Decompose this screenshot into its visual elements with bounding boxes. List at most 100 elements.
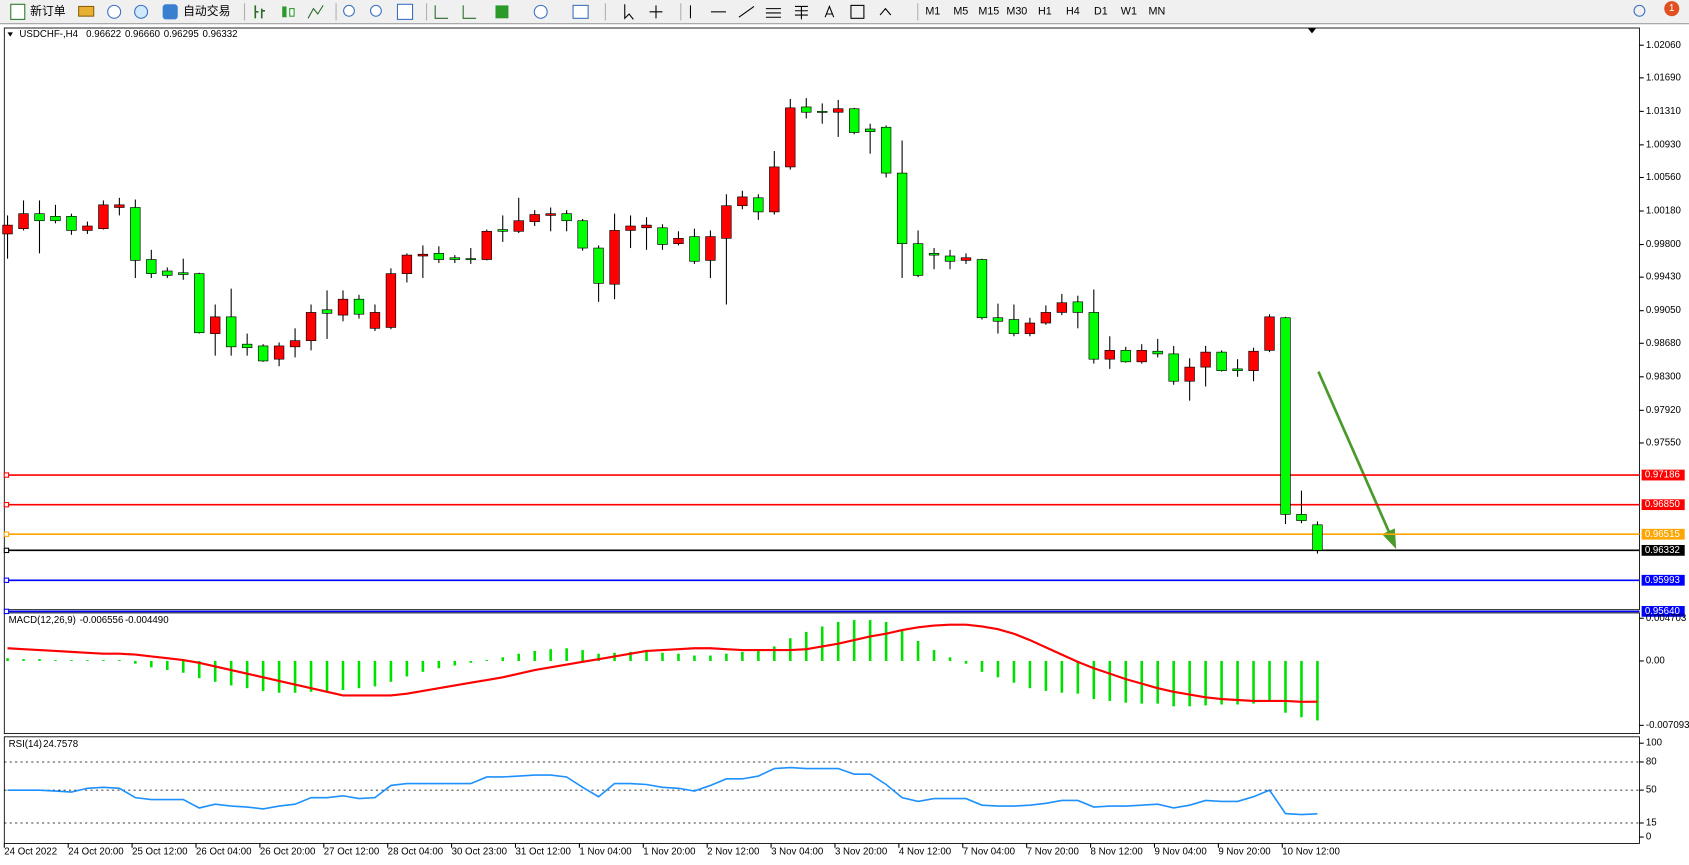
indicators-button[interactable] bbox=[495, 5, 509, 19]
candle-body bbox=[833, 108, 844, 113]
auto-scroll-button[interactable] bbox=[434, 5, 449, 19]
level-price-box bbox=[1641, 469, 1685, 481]
candle-body bbox=[545, 213, 556, 216]
cursor-button[interactable] bbox=[624, 4, 634, 20]
macd-main-value: -0.006556 bbox=[80, 615, 124, 626]
candle-body bbox=[18, 213, 29, 229]
y-tick-label: 1.01690 bbox=[1646, 72, 1682, 83]
macd-bar bbox=[932, 650, 936, 661]
macd-bar bbox=[469, 660, 473, 663]
x-tick-label: 1 Nov 04:00 bbox=[579, 847, 632, 858]
candle-body bbox=[305, 312, 317, 341]
search-button[interactable] bbox=[1633, 4, 1646, 17]
rsi-value: 24.7578 bbox=[43, 739, 78, 750]
candle-body bbox=[82, 225, 93, 231]
candle-body bbox=[880, 126, 892, 174]
zoom-in-button[interactable] bbox=[343, 4, 355, 17]
crosshair-button[interactable] bbox=[649, 5, 663, 19]
macd-bar bbox=[836, 621, 840, 661]
candle-body bbox=[625, 225, 636, 231]
macd-bar bbox=[277, 660, 281, 693]
timeframe-button[interactable]: M15 bbox=[978, 6, 999, 18]
timeframe-button[interactable]: M5 bbox=[953, 6, 968, 18]
macd-bar bbox=[916, 640, 920, 661]
level-anchor bbox=[3, 547, 10, 554]
macd-bar bbox=[741, 651, 744, 661]
macd-bar bbox=[1236, 660, 1239, 705]
tool-icon[interactable] bbox=[107, 4, 122, 19]
macd-bar bbox=[549, 649, 552, 661]
auto-trading-icon[interactable] bbox=[162, 4, 178, 20]
x-tick-label: 7 Nov 04:00 bbox=[963, 847, 1016, 858]
macd-bar bbox=[134, 660, 137, 664]
tool-icon[interactable] bbox=[134, 4, 149, 19]
macd-bar bbox=[1060, 660, 1064, 693]
macd-bar bbox=[1156, 660, 1159, 704]
timeframe-button[interactable]: W1 bbox=[1121, 6, 1137, 18]
templates-button[interactable] bbox=[572, 4, 589, 19]
chart-shift-button[interactable] bbox=[462, 5, 477, 19]
alerts-badge[interactable] bbox=[1664, 1, 1680, 17]
macd-bar bbox=[229, 660, 233, 686]
x-tick-label: 3 Nov 04:00 bbox=[771, 847, 824, 858]
candle-body bbox=[2, 224, 13, 235]
candle-body bbox=[513, 220, 524, 232]
macd-bar bbox=[86, 660, 89, 661]
text-button[interactable] bbox=[824, 5, 835, 18]
y-tick-label: 0.98680 bbox=[1646, 338, 1682, 349]
candle-body bbox=[721, 205, 732, 239]
macd-bar bbox=[421, 660, 425, 672]
macd-bar bbox=[453, 660, 457, 666]
level-price-label: 0.96850 bbox=[1645, 499, 1681, 510]
tile-button[interactable] bbox=[396, 3, 414, 20]
x-tick-label: 3 Nov 20:00 bbox=[835, 847, 888, 858]
candle-body bbox=[1312, 524, 1323, 551]
label-button[interactable] bbox=[850, 4, 865, 19]
tool-icon[interactable] bbox=[78, 5, 95, 17]
candle-body bbox=[1248, 350, 1259, 371]
chart-area: USDCHF-,H4 0.96622 0.96660 0.96295 0.963… bbox=[2, 27, 1689, 858]
new-order-button[interactable]: 新订单 bbox=[30, 4, 66, 18]
candle-chart-button[interactable] bbox=[289, 8, 295, 17]
timeframe-button[interactable]: MN bbox=[1149, 6, 1166, 18]
zoom-out-button[interactable] bbox=[370, 4, 382, 17]
candle-body bbox=[657, 227, 668, 245]
arrows-button[interactable] bbox=[879, 7, 892, 16]
candle-body bbox=[673, 238, 684, 244]
candle-body bbox=[385, 273, 397, 328]
timeframe-button[interactable]: M1 bbox=[925, 6, 940, 18]
candle-body bbox=[98, 204, 109, 229]
macd-bar bbox=[517, 653, 521, 661]
y-tick-label: 0.97920 bbox=[1646, 405, 1682, 416]
macd-bar bbox=[1300, 660, 1303, 718]
timeframe-button[interactable]: D1 bbox=[1094, 6, 1108, 18]
symbol-menu-arrow[interactable] bbox=[7, 32, 13, 37]
periods-button[interactable] bbox=[533, 4, 548, 19]
candle-body bbox=[864, 128, 876, 132]
level-price-label: 0.97186 bbox=[1645, 470, 1680, 481]
timeframe-button[interactable]: H4 bbox=[1066, 6, 1080, 18]
timeframe-button[interactable]: H1 bbox=[1038, 6, 1052, 18]
trendline-button[interactable] bbox=[738, 6, 755, 18]
fibo-button[interactable] bbox=[794, 5, 808, 20]
channel-button[interactable] bbox=[765, 8, 781, 18]
x-tick-label: 7 Nov 20:00 bbox=[1027, 847, 1080, 858]
auto-trading-button[interactable]: 自动交易 bbox=[183, 4, 230, 18]
line-chart-button[interactable] bbox=[307, 5, 324, 19]
macd-bar bbox=[501, 657, 505, 661]
level-anchor bbox=[3, 577, 10, 583]
macd-bar bbox=[884, 621, 888, 661]
candle-chart-button[interactable] bbox=[282, 6, 287, 18]
timeframe-button[interactable]: M30 bbox=[1006, 6, 1027, 18]
macd-bar bbox=[1316, 660, 1319, 721]
candle-body bbox=[976, 259, 988, 319]
macd-bar bbox=[1204, 660, 1207, 706]
candle-body bbox=[210, 316, 221, 334]
level-price-box bbox=[1641, 574, 1685, 586]
candle-body bbox=[66, 215, 77, 231]
macd-bar bbox=[964, 660, 968, 664]
bar-chart-button[interactable] bbox=[254, 5, 265, 19]
macd-bar bbox=[373, 660, 377, 687]
candle-body bbox=[992, 317, 1004, 322]
new-order-icon[interactable] bbox=[10, 3, 26, 20]
